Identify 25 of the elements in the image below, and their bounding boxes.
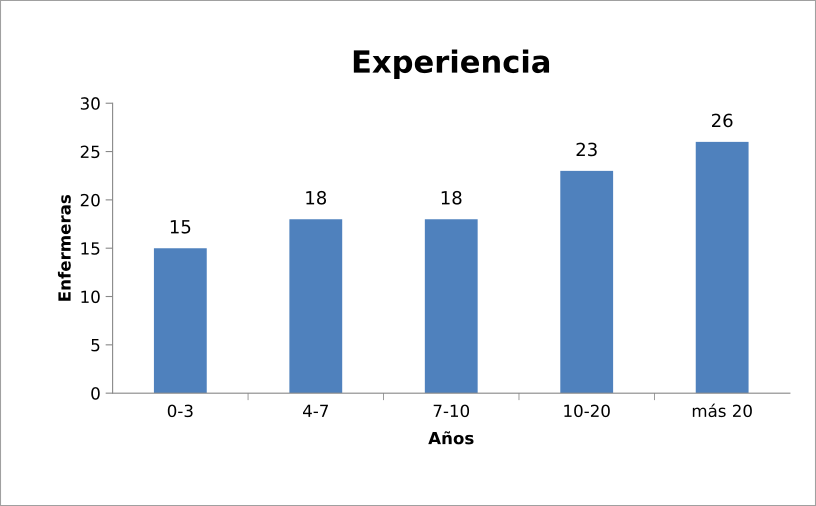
x-tick-label: 0-3	[168, 404, 193, 418]
x-tick-label: 10-20	[564, 404, 610, 418]
y-tick-label: 25	[80, 146, 100, 158]
data-label: 15	[170, 220, 190, 234]
x-axis-title: Años	[428, 431, 474, 444]
y-tick-label: 5	[91, 339, 100, 352]
x-tick-label: 4-7	[302, 404, 328, 417]
data-label: 26	[712, 114, 733, 128]
bar	[424, 219, 478, 394]
data-label: 23	[576, 142, 597, 156]
chart-title: Experiencia	[354, 49, 550, 80]
data-label: 18	[306, 190, 326, 205]
y-tick-label: 20	[80, 194, 100, 206]
y-tick-label: 0	[91, 387, 100, 400]
bar	[696, 142, 749, 394]
bar	[560, 170, 614, 394]
y-tick-label: 30	[80, 97, 100, 110]
bar	[289, 219, 342, 394]
data-label: 18	[442, 190, 462, 205]
y-tick-label: 10	[81, 290, 100, 304]
bar	[154, 248, 207, 394]
y-tick-label: 15	[81, 242, 100, 255]
x-tick-label: 7-10	[434, 404, 470, 418]
y-axis-title: Enfermeras	[58, 194, 71, 301]
x-tick-label: más 20	[692, 404, 752, 418]
